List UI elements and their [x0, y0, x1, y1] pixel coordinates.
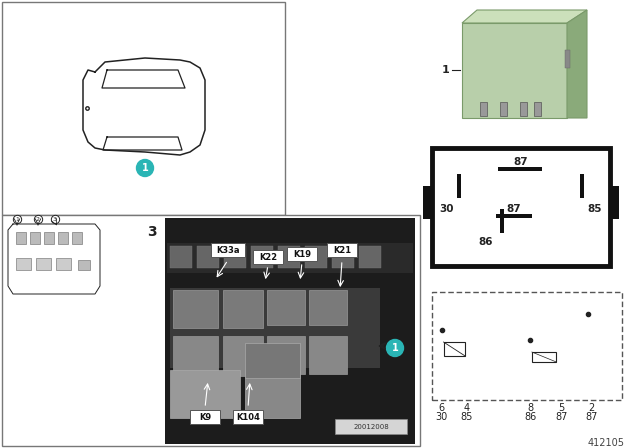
Bar [165, 218, 415, 444]
Polygon shape [567, 10, 587, 118]
Text: 87: 87 [555, 412, 568, 422]
Bar [532, 352, 556, 362]
Text: 8: 8 [528, 403, 534, 413]
Bar [327, 243, 357, 257]
Bar [480, 102, 487, 116]
Circle shape [526, 387, 533, 393]
Bar [309, 290, 347, 325]
Text: 87: 87 [586, 412, 598, 422]
Bar [267, 336, 305, 374]
Text: 2: 2 [588, 403, 595, 413]
Bar [245, 370, 300, 418]
Bar [444, 342, 465, 356]
Bar [224, 246, 246, 268]
Text: 87: 87 [507, 204, 521, 214]
Circle shape [555, 387, 562, 393]
Bar [16, 232, 26, 244]
Text: 2: 2 [36, 216, 40, 221]
Bar [580, 174, 584, 198]
Bar [173, 336, 218, 376]
Text: 4: 4 [463, 403, 469, 413]
Bar [496, 214, 532, 218]
Bar [190, 410, 220, 424]
Bar [170, 246, 192, 268]
Text: 1: 1 [141, 163, 148, 173]
Bar [36, 258, 51, 270]
Circle shape [387, 340, 403, 357]
Bar [173, 290, 218, 328]
Text: 85: 85 [460, 412, 472, 422]
Bar [223, 290, 263, 328]
Bar [462, 23, 567, 118]
Circle shape [584, 387, 591, 393]
Text: K21: K21 [333, 246, 351, 254]
Text: 86: 86 [525, 412, 537, 422]
Bar [56, 258, 71, 270]
Circle shape [438, 387, 445, 393]
Bar [30, 232, 40, 244]
Bar [500, 209, 504, 233]
Bar [359, 246, 381, 268]
Bar [58, 232, 68, 244]
Text: 30: 30 [440, 204, 454, 214]
Text: K104: K104 [236, 413, 260, 422]
Bar [211, 243, 245, 257]
Circle shape [140, 220, 164, 244]
Bar [432, 148, 610, 266]
Circle shape [463, 387, 470, 393]
Text: 85: 85 [588, 204, 602, 214]
Circle shape [136, 159, 154, 177]
Bar [78, 260, 90, 270]
Bar [278, 246, 300, 268]
Bar [534, 102, 541, 116]
Text: K33a: K33a [216, 246, 240, 254]
Bar [498, 167, 542, 171]
Bar [332, 246, 354, 268]
Bar [457, 174, 461, 198]
Bar [253, 250, 283, 264]
Bar [287, 247, 317, 261]
Bar [44, 232, 54, 244]
Bar [610, 186, 619, 219]
Text: 412105: 412105 [588, 438, 625, 448]
Bar [197, 246, 219, 268]
Bar [2, 215, 420, 446]
Text: 1: 1 [441, 65, 449, 75]
Text: K19: K19 [293, 250, 311, 258]
Bar [170, 370, 240, 418]
Bar [520, 102, 527, 116]
Bar [423, 186, 432, 219]
Bar [565, 50, 570, 68]
Bar [233, 410, 263, 424]
Bar [16, 258, 31, 270]
Bar [309, 336, 347, 374]
Text: 86: 86 [478, 237, 493, 247]
Text: K9: K9 [199, 413, 211, 422]
Text: 3: 3 [147, 225, 157, 239]
Text: 30: 30 [435, 412, 447, 422]
Text: 1: 1 [15, 216, 19, 221]
Text: 3: 3 [53, 216, 57, 221]
Bar [432, 292, 622, 400]
Bar [167, 243, 413, 273]
Text: 5: 5 [558, 403, 564, 413]
Bar [267, 290, 305, 325]
Bar [170, 288, 380, 368]
Bar [500, 102, 507, 116]
Bar [245, 343, 300, 378]
Bar [305, 246, 327, 268]
Bar [72, 232, 82, 244]
Polygon shape [462, 10, 587, 23]
Bar [251, 246, 273, 268]
Text: 87: 87 [514, 157, 528, 167]
Text: 20012008: 20012008 [353, 424, 389, 430]
Bar [335, 419, 407, 434]
Bar [223, 336, 263, 376]
Text: 6: 6 [438, 403, 445, 413]
Text: 1: 1 [392, 343, 398, 353]
Bar [2, 2, 285, 215]
Text: K22: K22 [259, 253, 277, 262]
